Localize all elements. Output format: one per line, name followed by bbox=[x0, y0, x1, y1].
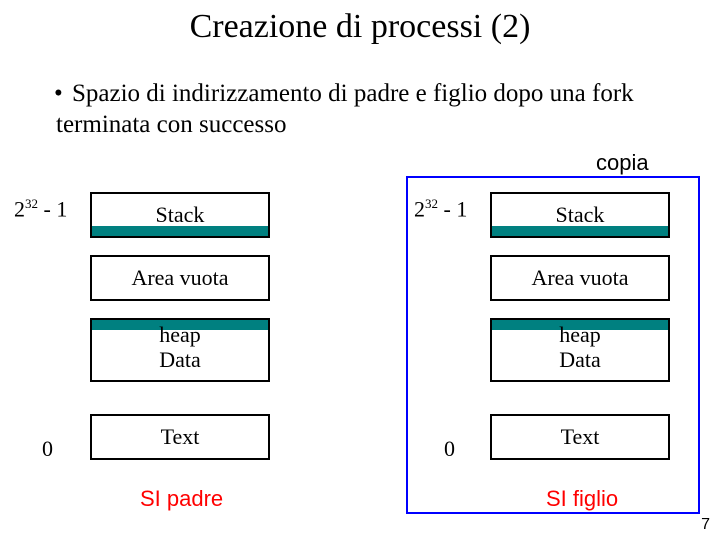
segment-heap-data: heapData bbox=[90, 318, 270, 382]
segment-label-heap-data: heapData bbox=[492, 320, 668, 373]
caption-left: SI padre bbox=[140, 486, 223, 512]
address-top-left: 232 - 1 bbox=[14, 196, 67, 222]
caption-right: SI figlio bbox=[546, 486, 618, 512]
segment-label-stack: Stack bbox=[492, 194, 668, 236]
bullet-dot: • bbox=[54, 78, 72, 109]
copia-label: copia bbox=[596, 150, 649, 176]
segment-text: Text bbox=[490, 414, 670, 460]
segment-stack: Stack bbox=[490, 192, 670, 238]
slide-title: Creazione di processi (2) bbox=[0, 8, 720, 46]
segment-label-area-vuota: Area vuota bbox=[92, 257, 268, 299]
segment-area-vuota: Area vuota bbox=[90, 255, 270, 301]
address-top-right: 232 - 1 bbox=[414, 196, 467, 222]
segment-stack: Stack bbox=[90, 192, 270, 238]
segment-area-vuota: Area vuota bbox=[490, 255, 670, 301]
segment-label-stack: Stack bbox=[92, 194, 268, 236]
bullet-item: •Spazio di indirizzamento di padre e fig… bbox=[56, 78, 676, 141]
segment-label-text: Text bbox=[92, 416, 268, 458]
page-number: 7 bbox=[701, 516, 710, 534]
segment-label-text: Text bbox=[492, 416, 668, 458]
segment-text: Text bbox=[90, 414, 270, 460]
segment-label-heap-data: heapData bbox=[92, 320, 268, 373]
address-bottom-left: 0 bbox=[42, 436, 53, 462]
bullet-text: Spazio di indirizzamento di padre e figl… bbox=[56, 80, 634, 138]
segment-label-area-vuota: Area vuota bbox=[492, 257, 668, 299]
address-bottom-right: 0 bbox=[444, 436, 455, 462]
slide: Creazione di processi (2) •Spazio di ind… bbox=[0, 0, 720, 540]
segment-heap-data: heapData bbox=[490, 318, 670, 382]
